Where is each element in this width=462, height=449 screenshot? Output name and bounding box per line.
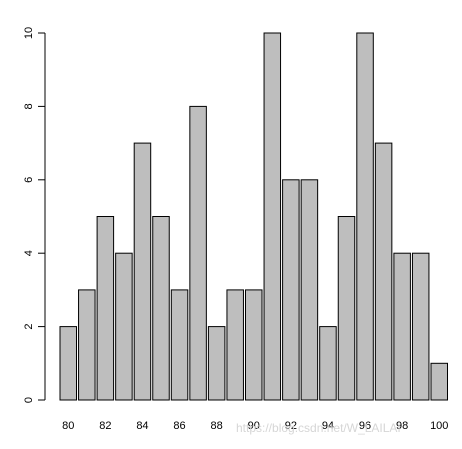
bar-85: [152, 216, 170, 401]
x-tick-label-82: 82: [99, 420, 111, 432]
bars-group: [59, 32, 448, 401]
x-tick-label-86: 86: [173, 420, 185, 432]
y-tick-label-2: 2: [23, 324, 35, 330]
x-tick-label-98: 98: [396, 420, 408, 432]
x-tick-label-92: 92: [285, 420, 297, 432]
bar-94: [319, 326, 337, 401]
bar-92: [282, 179, 300, 401]
y-tick-label-4: 4: [23, 250, 35, 256]
x-tick-label-96: 96: [359, 420, 371, 432]
bar-91: [263, 32, 282, 401]
x-tick-label-100: 100: [430, 420, 448, 432]
bar-81: [78, 289, 96, 401]
bar-98: [393, 252, 411, 401]
x-tick-label-88: 88: [211, 420, 223, 432]
watermark: https://blog.csdn.net/W_LAILAI: [236, 421, 401, 435]
y-tick-label-6: 6: [23, 177, 35, 183]
bar-87: [189, 105, 207, 401]
x-tick-label-94: 94: [322, 420, 334, 432]
bar-80: [59, 326, 77, 401]
y-tick-label-8: 8: [23, 103, 35, 109]
y-tick-label-10: 10: [23, 27, 35, 39]
y-tick-label-0: 0: [23, 397, 35, 403]
bar-89: [226, 289, 244, 401]
x-tick-label-84: 84: [136, 420, 148, 432]
bar-83: [115, 252, 133, 401]
bar-88: [207, 326, 226, 401]
bar-93: [300, 179, 319, 401]
bar-97: [374, 142, 393, 401]
y-axis: 0 2 4 6 8 10: [23, 27, 46, 403]
x-tick-label-80: 80: [62, 420, 74, 432]
bar-96: [356, 32, 374, 401]
bar-90: [245, 289, 263, 401]
bar-99: [411, 252, 430, 401]
bar-100: [430, 362, 448, 401]
bar-95: [337, 216, 356, 401]
bar-84: [133, 142, 152, 401]
x-axis-labels: 80 82 84 86 88 90 92 94 96 98 100: [62, 420, 448, 432]
x-tick-label-90: 90: [248, 420, 260, 432]
bar-86: [170, 289, 189, 401]
bar-82: [96, 216, 115, 401]
